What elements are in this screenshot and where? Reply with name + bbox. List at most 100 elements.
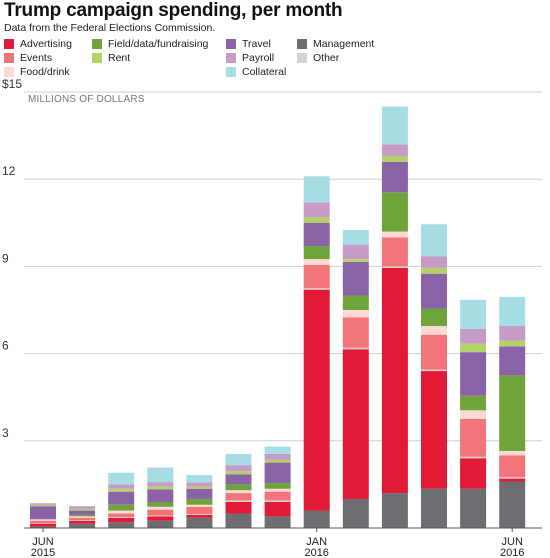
y-tick-label: 12 xyxy=(2,164,16,178)
bar-segment-collateral xyxy=(264,446,291,454)
bar-segment-food-drink xyxy=(186,504,213,507)
bar-segment-events xyxy=(108,513,135,517)
bar-segment-events xyxy=(225,493,252,501)
legend-swatch xyxy=(297,39,307,49)
bar-segment-rent xyxy=(186,486,213,489)
legend-swatch xyxy=(226,67,236,77)
bar-segment-food-drink xyxy=(460,410,487,419)
legend-swatch xyxy=(92,53,102,63)
bar-segment-field-data-fundraising xyxy=(147,502,174,507)
bar-segment-management xyxy=(264,516,291,528)
bar-segment-events xyxy=(421,334,447,370)
legend-swatch xyxy=(226,39,236,49)
bar-segment-field-data-fundraising xyxy=(225,484,252,491)
bar-segment-rent xyxy=(108,488,135,492)
bar-segment-other xyxy=(264,500,291,502)
bar-segment-advertising xyxy=(421,371,447,489)
bar-segment-travel xyxy=(30,506,56,520)
bar-segment-advertising xyxy=(264,501,291,517)
bar-segment-food-drink xyxy=(499,450,526,456)
legend-item-collateral: Collateral xyxy=(226,66,286,78)
bar-segment-management xyxy=(381,493,408,528)
bar-segment-payroll xyxy=(147,482,174,487)
bar-segment-other xyxy=(303,288,330,290)
bar-segment-collateral xyxy=(108,472,135,485)
bar-segment-field-data-fundraising xyxy=(303,246,330,260)
x-tick-label: JAN xyxy=(306,536,327,548)
bar-segment-field-data-fundraising xyxy=(186,498,213,505)
bar-segment-payroll xyxy=(225,465,252,472)
chart-title: Trump campaign spending, per month xyxy=(4,0,343,21)
bar-segment-travel xyxy=(225,474,252,485)
legend-item-field-data-fundraising: Field/data/fundraising xyxy=(92,38,208,50)
x-tick-label-year: 2016 xyxy=(500,547,524,558)
legend-label: Collateral xyxy=(242,66,287,78)
bar-segment-travel xyxy=(499,346,526,376)
bar-segment-travel xyxy=(108,491,135,505)
bar-segment-advertising xyxy=(147,516,174,521)
bar-segment-advertising xyxy=(460,458,487,489)
bar-segment-payroll xyxy=(30,503,56,505)
units-label: MILLIONS OF DOLLARS xyxy=(28,94,145,105)
bar-segment-other xyxy=(381,266,408,268)
bar-segment-events xyxy=(381,237,408,267)
y-tick-label: $15 xyxy=(2,77,22,91)
bar-segment-events xyxy=(186,506,213,515)
bar-segment-advertising xyxy=(303,289,330,511)
legend-item-advertising: Advertising xyxy=(4,38,72,50)
bar-segment-rent xyxy=(30,504,56,507)
bar-segment-management xyxy=(225,513,252,528)
y-tick-label: 3 xyxy=(2,426,9,440)
x-tick-label: JUN xyxy=(32,536,53,548)
bar-segment-travel xyxy=(381,161,408,193)
bar-segment-food-drink xyxy=(303,259,330,265)
bar-segment-travel xyxy=(421,273,447,309)
bar-segment-rent xyxy=(225,471,252,475)
bar-segment-other xyxy=(342,347,369,350)
x-tick-label-year: 2016 xyxy=(304,547,328,558)
x-tick-label: JUN xyxy=(502,536,523,548)
y-tick-label: 6 xyxy=(2,339,9,353)
bar-segment-collateral xyxy=(499,296,526,326)
bar-segment-rent xyxy=(69,509,96,511)
bar-segment-payroll xyxy=(342,244,369,260)
legend-swatch xyxy=(4,67,14,77)
bar-segment-travel xyxy=(342,262,369,296)
bar-segment-food-drink xyxy=(421,325,447,335)
bar-segment-management xyxy=(421,488,447,528)
bar-segment-other xyxy=(460,456,487,459)
bar-segment-travel xyxy=(147,489,174,503)
bar-segment-events xyxy=(264,491,291,501)
bar-segment-collateral xyxy=(147,467,174,483)
bar-segment-collateral xyxy=(342,230,369,245)
bar-segment-food-drink xyxy=(264,488,291,492)
bar-segment-payroll xyxy=(186,482,213,487)
bar-segment-food-drink xyxy=(342,310,369,318)
bar-segment-field-data-fundraising xyxy=(421,308,447,326)
bar-segment-travel xyxy=(264,462,291,483)
legend-item-management: Management xyxy=(297,38,374,50)
bar-segment-events xyxy=(147,509,174,516)
bar-segment-collateral xyxy=(381,106,408,145)
legend-label: Food/drink xyxy=(20,66,70,78)
bar-segment-payroll xyxy=(303,202,330,217)
bar-segment-collateral xyxy=(186,475,213,483)
bar-segment-rent xyxy=(460,343,487,353)
bar-segment-rent xyxy=(381,155,408,162)
legend-label: Other xyxy=(313,52,340,64)
bar-segment-rent xyxy=(499,340,526,347)
bar-segment-other xyxy=(421,369,447,372)
legend-item-other: Other xyxy=(297,52,339,64)
x-tick-label-year: 2015 xyxy=(31,547,55,558)
legend-label: Payroll xyxy=(242,52,275,64)
bar-segment-other xyxy=(225,500,252,502)
bar-segment-management xyxy=(30,526,56,528)
bar-segment-management xyxy=(460,488,487,528)
legend-swatch xyxy=(4,53,14,63)
bar-segment-advertising xyxy=(342,349,369,499)
bar-segment-rent xyxy=(421,267,447,274)
bar-segment-advertising xyxy=(186,514,213,518)
bar-segment-other xyxy=(30,523,56,524)
bar-segment-payroll xyxy=(499,325,526,341)
